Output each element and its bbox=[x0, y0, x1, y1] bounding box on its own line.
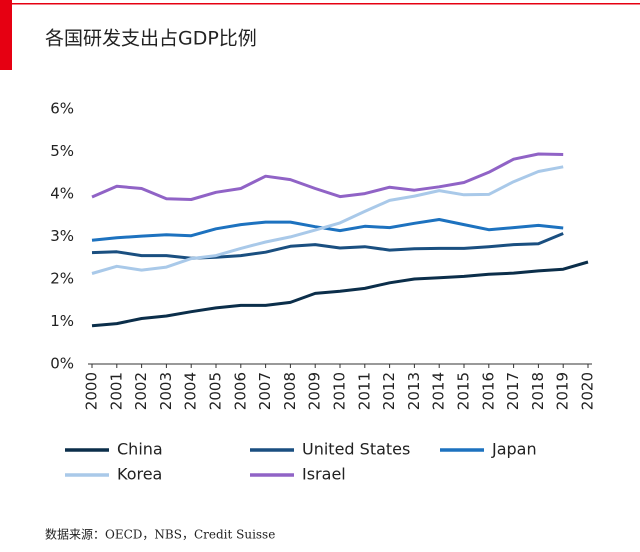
y-tick-label: 1% bbox=[50, 312, 74, 330]
x-tick-label: 2005 bbox=[207, 372, 225, 410]
x-tick-label: 2009 bbox=[306, 372, 324, 410]
x-tick-label: 2008 bbox=[281, 372, 299, 410]
series-line bbox=[91, 260, 589, 328]
x-tick-label: 2012 bbox=[380, 372, 398, 410]
x-tick-label: 2001 bbox=[107, 372, 125, 410]
x-tick-label: 2014 bbox=[430, 372, 448, 410]
accent-bar bbox=[0, 0, 12, 70]
x-tick-label: 2002 bbox=[132, 372, 150, 410]
x-tick-label: 2015 bbox=[455, 372, 473, 410]
series-line bbox=[91, 232, 564, 260]
x-tick-label: 2019 bbox=[554, 372, 572, 410]
x-tick-label: 2020 bbox=[579, 372, 597, 410]
x-tick-label: 2018 bbox=[529, 372, 547, 410]
x-tick-label: 2013 bbox=[405, 372, 423, 410]
x-tick-label: 2000 bbox=[83, 372, 101, 410]
y-tick-label: 6% bbox=[50, 100, 74, 118]
series-line bbox=[91, 152, 564, 201]
x-tick-label: 2016 bbox=[479, 372, 497, 410]
y-tick-label: 5% bbox=[50, 142, 74, 160]
legend-label: Israel bbox=[302, 465, 346, 484]
y-tick-label: 3% bbox=[50, 227, 74, 245]
x-tick-label: 2010 bbox=[331, 372, 349, 410]
series-line bbox=[91, 218, 564, 242]
x-tick-label: 2004 bbox=[182, 372, 200, 410]
y-tick-label: 0% bbox=[50, 355, 74, 373]
y-tick-label: 4% bbox=[50, 185, 74, 203]
x-tick-label: 2017 bbox=[504, 372, 522, 410]
x-tick-label: 2011 bbox=[355, 372, 373, 410]
x-tick-label: 2006 bbox=[231, 372, 249, 410]
x-tick-label: 2007 bbox=[256, 372, 274, 410]
source: 数据来源：OECD，NBS，Credit Suisse bbox=[45, 527, 275, 542]
legend-label: China bbox=[117, 440, 163, 459]
legend-label: United States bbox=[302, 440, 410, 459]
chart-title: 各国研发支出占GDP比例 bbox=[45, 28, 257, 50]
series-line bbox=[91, 165, 564, 275]
accent-line bbox=[12, 3, 640, 5]
x-tick-label: 2003 bbox=[157, 372, 175, 410]
y-tick-label: 2% bbox=[50, 270, 74, 288]
legend-label: Korea bbox=[117, 465, 162, 484]
legend-label: Japan bbox=[491, 440, 537, 459]
